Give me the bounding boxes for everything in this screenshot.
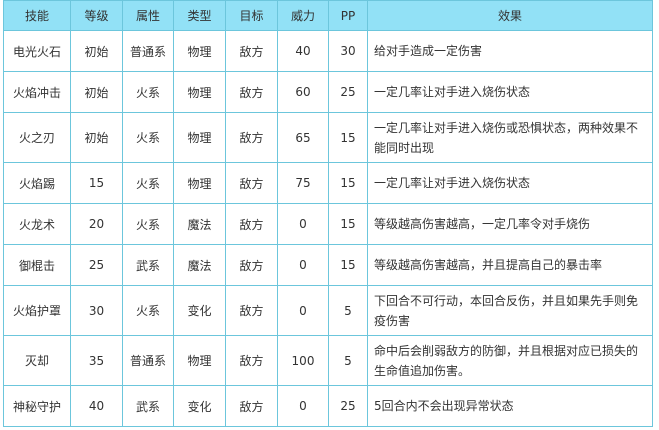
cell-effect: 等级越高伤害越高，并且提高自己的暴击率 (367, 244, 653, 286)
cell-type: 变化 (173, 285, 226, 336)
cell-power: 75 (277, 162, 329, 204)
cell-skill: 电光火石 (3, 30, 71, 72)
cell-attribute: 普通系 (122, 335, 174, 386)
cell-attribute: 火系 (122, 162, 174, 204)
cell-pp: 15 (328, 203, 368, 245)
cell-type: 魔法 (173, 203, 226, 245)
cell-pp: 25 (328, 71, 368, 113)
cell-effect: 下回合不可行动，本回合反伤，并且如果先手则免疫伤害 (367, 285, 653, 336)
cell-type: 物理 (173, 30, 226, 72)
cell-target: 敌方 (225, 285, 278, 336)
cell-target: 敌方 (225, 244, 278, 286)
cell-pp: 5 (328, 285, 368, 336)
cell-type: 变化 (173, 385, 226, 427)
header-power: 威力 (277, 0, 329, 31)
table-row: 火龙术 20 火系 魔法 敌方 0 15 等级越高伤害越高，一定几率令对手烧伤 (3, 203, 653, 245)
cell-target: 敌方 (225, 30, 278, 72)
cell-skill: 火焰踢 (3, 162, 71, 204)
table-row: 神秘守护 40 武系 变化 敌方 0 25 5回合内不会出现异常状态 (3, 385, 653, 427)
cell-effect: 给对手造成一定伤害 (367, 30, 653, 72)
cell-pp: 15 (328, 162, 368, 204)
cell-level: 35 (70, 335, 123, 386)
cell-power: 100 (277, 335, 329, 386)
header-level: 等级 (70, 0, 123, 31)
cell-level: 40 (70, 385, 123, 427)
cell-skill: 神秘守护 (3, 385, 71, 427)
cell-attribute: 火系 (122, 203, 174, 245)
cell-pp: 15 (328, 112, 368, 163)
cell-target: 敌方 (225, 71, 278, 113)
cell-type: 物理 (173, 162, 226, 204)
cell-effect: 一定几率让对手进入烧伤状态 (367, 162, 653, 204)
skills-table: 技能 等级 属性 类型 目标 威力 PP 效果 电光火石 初始 普通系 物理 敌方 40 30 给对手造成一… (3, 0, 653, 427)
cell-effect: 命中后会削弱敌方的防御，并且根据对应已损失的生命值追加伤害。 (367, 335, 653, 386)
cell-target: 敌方 (225, 203, 278, 245)
cell-pp: 15 (328, 244, 368, 286)
cell-level: 20 (70, 203, 123, 245)
cell-level: 25 (70, 244, 123, 286)
cell-level: 15 (70, 162, 123, 204)
cell-power: 0 (277, 285, 329, 336)
cell-attribute: 火系 (122, 285, 174, 336)
header-type: 类型 (173, 0, 226, 31)
cell-power: 65 (277, 112, 329, 163)
cell-level: 30 (70, 285, 123, 336)
cell-attribute: 火系 (122, 71, 174, 113)
cell-skill: 火焰冲击 (3, 71, 71, 113)
cell-attribute: 普通系 (122, 30, 174, 72)
cell-skill: 火焰护罩 (3, 285, 71, 336)
header-target: 目标 (225, 0, 278, 31)
table-row: 电光火石 初始 普通系 物理 敌方 40 30 给对手造成一定伤害 (3, 30, 653, 72)
cell-level: 初始 (70, 112, 123, 163)
cell-attribute: 火系 (122, 112, 174, 163)
cell-target: 敌方 (225, 385, 278, 427)
cell-type: 魔法 (173, 244, 226, 286)
cell-attribute: 武系 (122, 385, 174, 427)
cell-target: 敌方 (225, 162, 278, 204)
cell-skill: 御棍击 (3, 244, 71, 286)
cell-pp: 5 (328, 335, 368, 386)
cell-power: 60 (277, 71, 329, 113)
table-row: 御棍击 25 武系 魔法 敌方 0 15 等级越高伤害越高，并且提高自己的暴击率 (3, 244, 653, 286)
cell-pp: 25 (328, 385, 368, 427)
cell-effect: 一定几率让对手进入烧伤状态 (367, 71, 653, 113)
cell-type: 物理 (173, 335, 226, 386)
header-attribute: 属性 (122, 0, 174, 31)
cell-level: 初始 (70, 71, 123, 113)
table-row: 灭却 35 普通系 物理 敌方 100 5 命中后会削弱敌方的防御，并且根据对应已损失的生命值… (3, 335, 653, 386)
header-skill: 技能 (3, 0, 71, 31)
cell-type: 物理 (173, 112, 226, 163)
cell-effect: 等级越高伤害越高，一定几率令对手烧伤 (367, 203, 653, 245)
cell-skill: 火龙术 (3, 203, 71, 245)
cell-pp: 30 (328, 30, 368, 72)
cell-type: 物理 (173, 71, 226, 113)
cell-power: 40 (277, 30, 329, 72)
cell-effect: 5回合内不会出现异常状态 (367, 385, 653, 427)
cell-level: 初始 (70, 30, 123, 72)
header-row: 技能 等级 属性 类型 目标 威力 PP 效果 (3, 0, 653, 31)
table-row: 火焰冲击 初始 火系 物理 敌方 60 25 一定几率让对手进入烧伤状态 (3, 71, 653, 113)
cell-target: 敌方 (225, 335, 278, 386)
table-row: 火焰踢 15 火系 物理 敌方 75 15 一定几率让对手进入烧伤状态 (3, 162, 653, 204)
cell-power: 0 (277, 244, 329, 286)
cell-skill: 灭却 (3, 335, 71, 386)
cell-power: 0 (277, 203, 329, 245)
cell-target: 敌方 (225, 112, 278, 163)
table-row: 火焰护罩 30 火系 变化 敌方 0 5 下回合不可行动，本回合反伤，并且如果先手则免疫伤害 (3, 285, 653, 336)
cell-skill: 火之刃 (3, 112, 71, 163)
header-pp: PP (328, 0, 368, 31)
cell-power: 0 (277, 385, 329, 427)
cell-effect: 一定几率让对手进入烧伤或恐惧状态，两种效果不能同时出现 (367, 112, 653, 163)
table-row: 火之刃 初始 火系 物理 敌方 65 15 一定几率让对手进入烧伤或恐惧状态，两种效果不能同时… (3, 112, 653, 163)
cell-attribute: 武系 (122, 244, 174, 286)
header-effect: 效果 (367, 0, 653, 31)
